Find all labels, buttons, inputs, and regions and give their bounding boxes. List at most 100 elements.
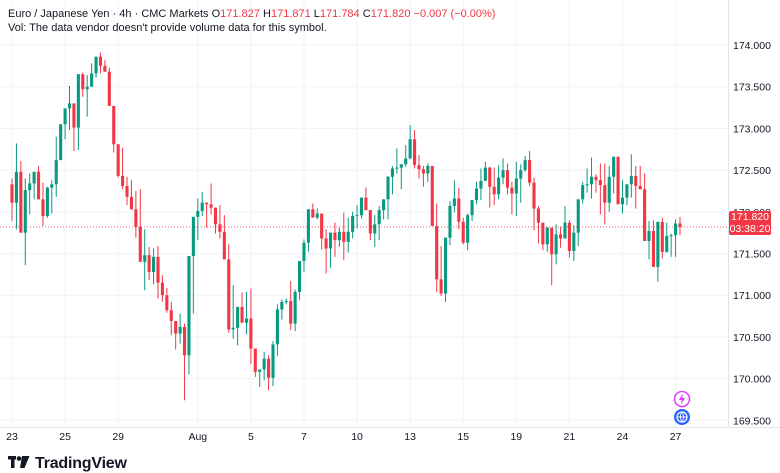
candle-up[interactable]: [275, 304, 279, 357]
candle-up[interactable]: [399, 164, 403, 190]
candle-down[interactable]: [182, 323, 187, 401]
candle-up[interactable]: [346, 217, 350, 253]
candle-down[interactable]: [567, 220, 571, 258]
candle-up[interactable]: [625, 184, 629, 206]
candle-up[interactable]: [497, 165, 501, 200]
candle-down[interactable]: [510, 181, 514, 215]
candle-up[interactable]: [589, 157, 594, 199]
candle-up[interactable]: [386, 175, 390, 220]
candle-down[interactable]: [638, 165, 642, 190]
candle-down[interactable]: [147, 246, 151, 281]
candle-down[interactable]: [457, 187, 461, 230]
candle-up[interactable]: [647, 220, 651, 260]
brand-logo[interactable]: TradingView: [8, 455, 127, 472]
candle-up[interactable]: [200, 191, 204, 216]
candle-down[interactable]: [320, 213, 324, 250]
candle-down[interactable]: [368, 210, 372, 241]
candle-up[interactable]: [302, 239, 306, 272]
candle-up[interactable]: [448, 200, 452, 246]
candle-up[interactable]: [665, 222, 669, 253]
candle-down[interactable]: [413, 130, 417, 169]
candle-down[interactable]: [205, 202, 209, 228]
candle-up[interactable]: [519, 164, 523, 203]
candle-up[interactable]: [466, 213, 470, 251]
candle-up[interactable]: [271, 341, 275, 387]
candle-down[interactable]: [169, 301, 173, 336]
candle-down[interactable]: [616, 156, 620, 205]
candle-down[interactable]: [528, 150, 532, 186]
candle-up[interactable]: [674, 219, 678, 257]
candle-up[interactable]: [262, 351, 266, 381]
candle-up[interactable]: [59, 124, 63, 161]
candle-up[interactable]: [50, 180, 54, 214]
candle-down[interactable]: [311, 203, 315, 218]
candle-up[interactable]: [143, 229, 147, 291]
candle-up[interactable]: [607, 165, 611, 212]
candle-up[interactable]: [581, 181, 585, 204]
candle-down[interactable]: [417, 155, 421, 179]
candle-down[interactable]: [112, 105, 116, 153]
candle-up[interactable]: [373, 215, 377, 247]
candle-up[interactable]: [479, 168, 483, 201]
candle-up[interactable]: [191, 216, 195, 314]
candle-down[interactable]: [461, 217, 465, 245]
candle-down[interactable]: [634, 165, 638, 209]
candle-up[interactable]: [474, 181, 479, 205]
candle-down[interactable]: [488, 166, 492, 208]
candle-down[interactable]: [160, 275, 164, 302]
candle-down[interactable]: [430, 165, 434, 226]
candle-up[interactable]: [563, 205, 567, 239]
candle-up[interactable]: [443, 237, 448, 302]
candle-down[interactable]: [116, 144, 120, 178]
candle-up[interactable]: [554, 224, 558, 265]
candle-up[interactable]: [315, 208, 319, 220]
candle-down[interactable]: [209, 183, 213, 215]
candle-up[interactable]: [76, 74, 80, 151]
candle-down[interactable]: [72, 103, 76, 151]
candle-down[interactable]: [439, 246, 443, 297]
candle-down[interactable]: [532, 177, 536, 231]
candle-up[interactable]: [669, 233, 673, 257]
candle-up[interactable]: [452, 180, 456, 213]
candle-down[interactable]: [129, 180, 133, 210]
candle-up[interactable]: [67, 85, 72, 131]
candle-up[interactable]: [470, 200, 474, 221]
candle-up[interactable]: [306, 209, 310, 252]
candle-down[interactable]: [218, 205, 222, 239]
candle-up[interactable]: [572, 225, 576, 262]
candlestick-series[interactable]: [10, 52, 682, 401]
candle-down[interactable]: [333, 222, 337, 257]
candle-up[interactable]: [395, 148, 399, 174]
candle-down[interactable]: [98, 52, 103, 74]
candle-down[interactable]: [505, 163, 510, 195]
time-axis[interactable]: 23 25 29 Aug 5 7 10 13 15 19 21 24 27: [0, 427, 780, 444]
candle-down[interactable]: [227, 244, 231, 333]
candle-up[interactable]: [14, 143, 18, 230]
candle-up[interactable]: [656, 221, 660, 282]
candle-down[interactable]: [289, 281, 293, 331]
candle-up[interactable]: [231, 285, 235, 339]
candle-down[interactable]: [550, 227, 554, 286]
candle-up[interactable]: [298, 261, 302, 301]
candle-down[interactable]: [492, 167, 496, 206]
candle-up[interactable]: [382, 199, 386, 220]
candle-up[interactable]: [351, 211, 355, 239]
candle-up[interactable]: [377, 205, 381, 241]
candle-down[interactable]: [36, 165, 41, 200]
lightning-icon[interactable]: [673, 390, 691, 408]
candle-up[interactable]: [576, 199, 580, 247]
candle-down[interactable]: [435, 203, 439, 292]
candle-down[interactable]: [651, 220, 656, 267]
candle-down[interactable]: [10, 178, 14, 221]
candle-down[interactable]: [536, 205, 540, 244]
candle-down[interactable]: [174, 321, 178, 350]
candle-up[interactable]: [85, 75, 89, 117]
candle-down[interactable]: [81, 72, 85, 97]
candle-up[interactable]: [244, 291, 249, 335]
symbol-title[interactable]: Euro / Japanese Yen · 4h · CMC Markets: [8, 8, 209, 20]
candle-up[interactable]: [501, 158, 505, 185]
candle-up[interactable]: [187, 256, 191, 375]
candle-up[interactable]: [284, 298, 288, 305]
candle-up[interactable]: [328, 232, 333, 268]
